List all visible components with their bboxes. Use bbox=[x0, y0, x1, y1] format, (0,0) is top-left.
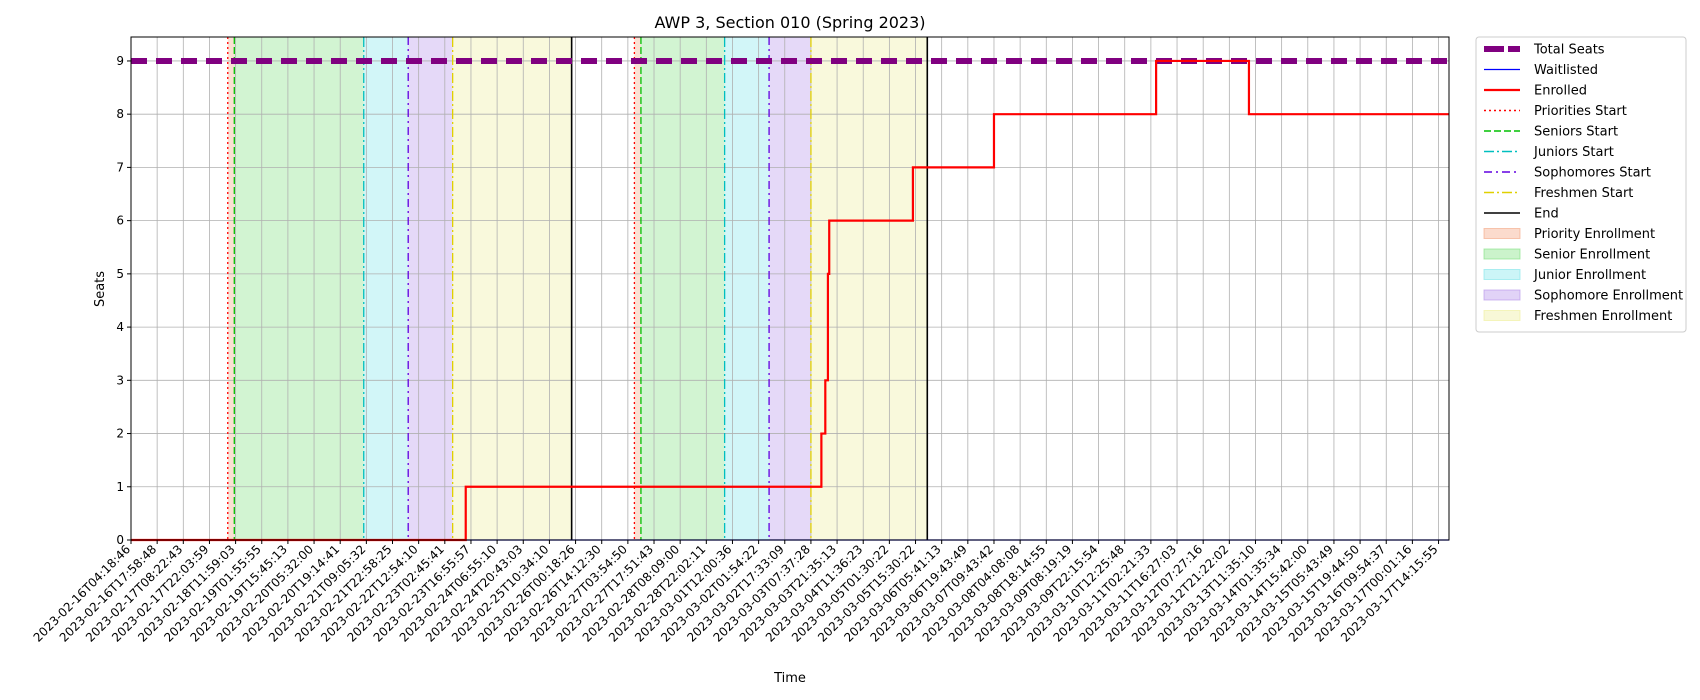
legend-item-freshmen-start: Freshmen Start bbox=[1484, 186, 1633, 201]
legend-item-sophomore-enrollment: Sophomore Enrollment bbox=[1483, 289, 1683, 304]
legend-frame bbox=[1475, 36, 1687, 333]
legend-label: Senior Enrollment bbox=[1534, 248, 1650, 263]
y-tick-label: 0 bbox=[116, 533, 124, 547]
x-axis-title: Time bbox=[773, 671, 806, 686]
legend-label: Sophomores Start bbox=[1534, 166, 1651, 181]
legend-label: Enrolled bbox=[1534, 84, 1587, 99]
legend-label: Priorities Start bbox=[1534, 104, 1627, 119]
legend-item-seniors-start: Seniors Start bbox=[1484, 125, 1618, 140]
span-senior-enrollment-1 bbox=[640, 37, 725, 540]
legend-label: Priority Enrollment bbox=[1534, 227, 1655, 242]
legend-label: Total Seats bbox=[1533, 43, 1605, 58]
span-sophomore-enrollment-1 bbox=[769, 37, 811, 540]
y-tick-label: 9 bbox=[116, 54, 124, 68]
legend-swatch bbox=[1483, 310, 1521, 321]
plot-area bbox=[130, 36, 1450, 542]
legend-item-total-seats: Total Seats bbox=[1484, 43, 1605, 58]
legend-item-waitlisted: Waitlisted bbox=[1484, 63, 1598, 78]
y-axis-ticks: 0 1 2 3 4 5 6 7 8 9 bbox=[116, 54, 131, 547]
legend-item-junior-enrollment: Junior Enrollment bbox=[1483, 268, 1646, 283]
span-sophomore-enrollment-0 bbox=[408, 37, 453, 540]
span-senior-enrollment-0 bbox=[234, 37, 364, 540]
grid bbox=[130, 37, 1449, 541]
legend-label: Waitlisted bbox=[1534, 63, 1598, 78]
y-tick-label: 8 bbox=[116, 107, 124, 121]
legend-item-juniors-start: Juniors Start bbox=[1484, 145, 1614, 160]
y-tick-label: 5 bbox=[116, 267, 124, 281]
span-junior-enrollment-0 bbox=[363, 37, 409, 540]
enrollment-spans bbox=[227, 37, 928, 540]
legend-label: Seniors Start bbox=[1534, 125, 1618, 140]
legend-item-sophomores-start: Sophomores Start bbox=[1484, 166, 1651, 181]
legend-item-freshmen-enrollment: Freshmen Enrollment bbox=[1483, 309, 1672, 324]
legend: Total Seats Waitlisted Enrolled Priorities … bbox=[1475, 36, 1687, 333]
legend-swatch bbox=[1483, 228, 1521, 239]
phase-lines bbox=[227, 37, 929, 540]
series-enrolled bbox=[131, 59, 1449, 542]
legend-item-priority-enrollment: Priority Enrollment bbox=[1483, 227, 1655, 242]
legend-swatch bbox=[1483, 269, 1521, 280]
legend-swatch bbox=[1483, 248, 1521, 260]
span-freshmen-enrollment-1 bbox=[810, 37, 928, 540]
legend-swatch bbox=[1483, 289, 1521, 301]
span-freshmen-enrollment-0 bbox=[452, 37, 572, 540]
y-axis-title: Seats bbox=[93, 271, 108, 307]
y-tick-label: 7 bbox=[116, 160, 124, 174]
y-tick-label: 6 bbox=[116, 214, 124, 228]
plot-frame bbox=[130, 36, 1450, 541]
legend-item-end: End bbox=[1484, 207, 1559, 222]
chart-title: AWP 3, Section 010 (Spring 2023) bbox=[654, 13, 925, 32]
legend-label: Freshmen Enrollment bbox=[1534, 309, 1672, 324]
legend-label: Junior Enrollment bbox=[1533, 268, 1646, 283]
legend-label: Freshmen Start bbox=[1534, 186, 1633, 201]
legend-item-senior-enrollment: Senior Enrollment bbox=[1483, 248, 1650, 263]
y-tick-label: 3 bbox=[116, 373, 124, 387]
legend-item-enrolled: Enrolled bbox=[1484, 84, 1587, 99]
legend-label: End bbox=[1534, 207, 1559, 222]
legend-label: Juniors Start bbox=[1533, 145, 1614, 160]
legend-item-priorities-start: Priorities Start bbox=[1484, 104, 1627, 119]
y-tick-label: 4 bbox=[116, 320, 124, 334]
span-priority-enrollment-1 bbox=[634, 37, 641, 540]
legend-label: Sophomore Enrollment bbox=[1534, 289, 1683, 304]
span-priority-enrollment-0 bbox=[227, 37, 235, 540]
y-tick-label: 1 bbox=[116, 480, 124, 494]
span-junior-enrollment-1 bbox=[724, 37, 770, 540]
y-tick-label: 2 bbox=[116, 427, 124, 441]
